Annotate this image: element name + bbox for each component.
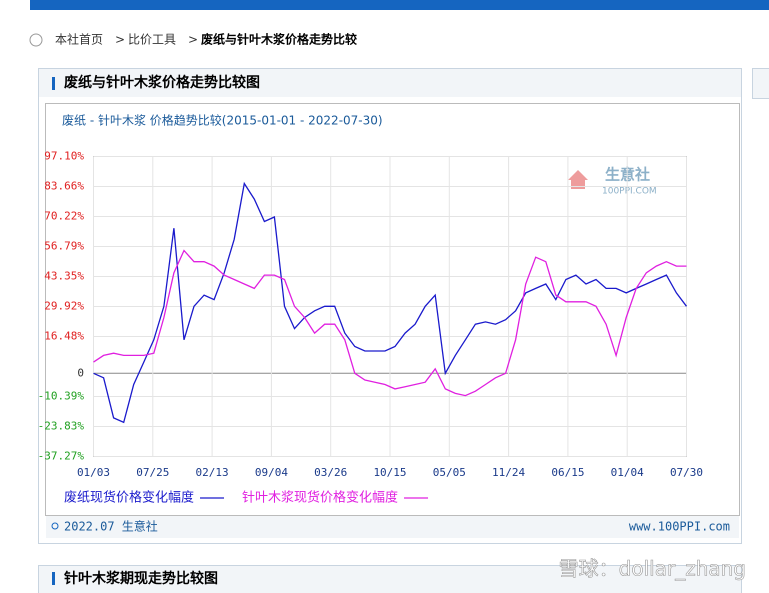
y-tick-label: 70.22%: [44, 210, 84, 223]
x-tick-label: 01/03: [77, 466, 110, 479]
breadcrumb-link[interactable]: 本社首页: [55, 32, 103, 47]
breadcrumb-link[interactable]: 比价工具: [128, 33, 176, 47]
next-panel-title: 针叶木浆期现走势比较图: [63, 570, 218, 587]
watermark: 雪球：dollar_zhang: [559, 557, 746, 581]
x-tick-label: 01/04: [611, 466, 644, 479]
y-tick-label: 16.48%: [44, 329, 84, 342]
x-tick-label: 02/13: [196, 466, 229, 479]
y-tick-label: 43.35%: [44, 270, 84, 283]
y-tick-label: 0: [77, 366, 84, 379]
panel-mark: [52, 77, 55, 90]
next-panel: [38, 565, 742, 593]
chart-title: 废纸 - 针叶木浆 价格趋势比较(2015-01-01 - 2022-07-30…: [62, 113, 383, 128]
x-tick-label: 09/04: [255, 466, 288, 479]
x-tick-label: 10/15: [373, 466, 406, 479]
y-tick-label: -10.39%: [38, 389, 85, 402]
y-tick-label: -23.83%: [38, 419, 85, 432]
panel-title: 废纸与针叶木浆价格走势比较图: [64, 74, 260, 91]
legend-label: 废纸现货价格变化幅度: [64, 490, 194, 506]
y-tick-label: 56.79%: [44, 239, 84, 252]
breadcrumb-current: 废纸与针叶木浆价格走势比较: [201, 32, 357, 47]
breadcrumb-sep: >: [188, 33, 198, 47]
footer-icon: [51, 522, 59, 530]
x-tick-label: 06/15: [551, 466, 584, 479]
side-panel: [752, 68, 769, 99]
y-tick-label: 29.92%: [44, 299, 84, 312]
breadcrumb-icon: [29, 33, 43, 47]
y-tick-label: 83.66%: [44, 180, 84, 193]
panel-mark: [52, 572, 55, 585]
y-tick-label: 97.10%: [44, 150, 84, 163]
legend-label: 针叶木浆现货价格变化幅度: [242, 490, 398, 506]
top-bar: [30, 0, 769, 10]
x-tick-label: 07/30: [670, 466, 703, 479]
logo-icon: [568, 170, 588, 189]
footer-bar: [46, 516, 739, 538]
series-line: [93, 181, 688, 424]
series-line: [93, 249, 687, 397]
y-tick-label: -37.27%: [38, 450, 85, 463]
x-tick-label: 11/24: [492, 466, 525, 479]
x-tick-label: 03/26: [314, 466, 347, 479]
panel-header: [39, 69, 741, 97]
footer-left: 2022.07 生意社: [64, 519, 158, 534]
breadcrumb-sep: >: [115, 33, 125, 47]
x-tick-label: 05/05: [433, 466, 466, 479]
footer-right[interactable]: www.100PPI.com: [629, 520, 730, 534]
logo-sub: 100PPI.COM: [602, 187, 657, 197]
x-tick-label: 07/25: [136, 466, 169, 479]
